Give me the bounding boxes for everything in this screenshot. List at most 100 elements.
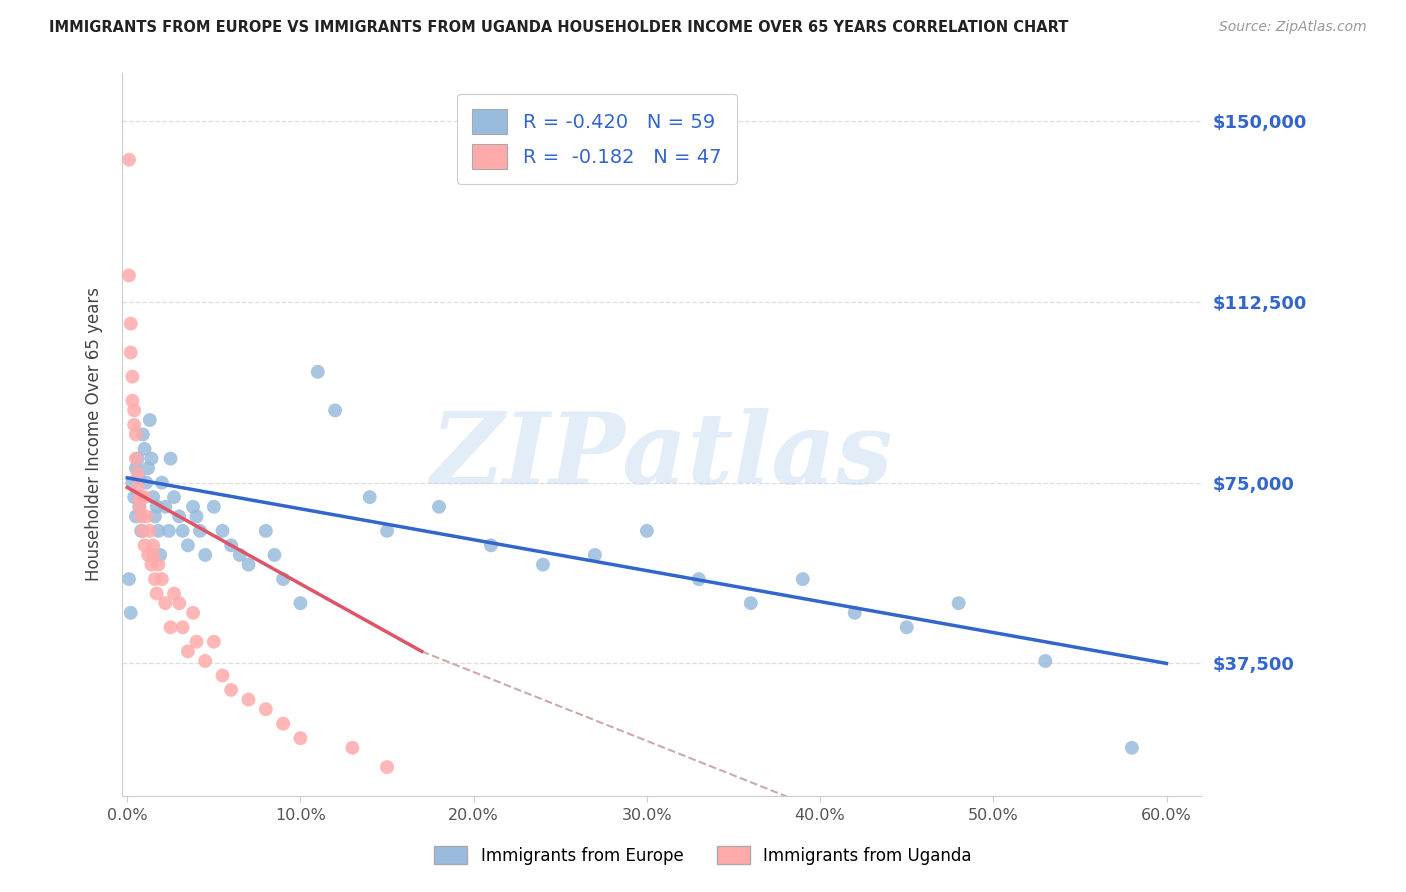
Point: [307, 365, 329, 379]
Point: [159, 451, 181, 466]
Point: [134, 490, 156, 504]
Point: [128, 500, 150, 514]
Point: [155, 500, 177, 514]
Point: [134, 538, 156, 552]
Point: [121, 393, 143, 408]
Point: [127, 466, 149, 480]
Text: Source: ZipAtlas.com: Source: ZipAtlas.com: [1219, 20, 1367, 34]
Point: [583, 548, 606, 562]
Point: [139, 413, 162, 427]
Point: [122, 403, 145, 417]
Point: [118, 268, 141, 283]
Point: [359, 490, 381, 504]
Point: [375, 524, 398, 538]
Point: [143, 572, 166, 586]
Point: [531, 558, 554, 572]
Point: [120, 345, 142, 359]
Point: [844, 606, 866, 620]
Point: [202, 500, 225, 514]
Point: [121, 475, 143, 490]
Point: [211, 668, 233, 682]
Point: [167, 509, 190, 524]
Point: [122, 417, 145, 432]
Point: [142, 548, 165, 562]
Point: [177, 538, 200, 552]
Point: [163, 586, 186, 600]
Point: [202, 634, 225, 648]
Text: ZIPatlas: ZIPatlas: [430, 408, 893, 504]
Point: [342, 740, 364, 755]
Point: [118, 572, 141, 586]
Point: [229, 548, 252, 562]
Point: [127, 481, 149, 495]
Point: [740, 596, 762, 610]
Point: [194, 548, 217, 562]
Text: IMMIGRANTS FROM EUROPE VS IMMIGRANTS FROM UGANDA HOUSEHOLDER INCOME OVER 65 YEAR: IMMIGRANTS FROM EUROPE VS IMMIGRANTS FRO…: [49, 20, 1069, 35]
Legend: R = -0.420   N = 59, R =  -0.182   N = 47: R = -0.420 N = 59, R = -0.182 N = 47: [457, 94, 737, 185]
Point: [128, 471, 150, 485]
Point: [155, 596, 177, 610]
Point: [167, 596, 190, 610]
Point: [143, 509, 166, 524]
Point: [896, 620, 918, 634]
Point: [141, 558, 163, 572]
Point: [136, 461, 159, 475]
Point: [479, 538, 502, 552]
Point: [186, 509, 208, 524]
Point: [150, 572, 173, 586]
Point: [125, 451, 148, 466]
Point: [163, 490, 186, 504]
Point: [159, 620, 181, 634]
Point: [142, 538, 165, 552]
Point: [136, 548, 159, 562]
Point: [134, 442, 156, 456]
Point: [1033, 654, 1056, 668]
Point: [128, 490, 150, 504]
Point: [238, 692, 260, 706]
Point: [194, 654, 217, 668]
Point: [149, 548, 172, 562]
Point: [172, 620, 194, 634]
Point: [122, 490, 145, 504]
Point: [129, 490, 152, 504]
Point: [271, 572, 294, 586]
Point: [1121, 740, 1143, 755]
Point: [177, 644, 200, 658]
Point: [157, 524, 180, 538]
Point: [427, 500, 450, 514]
Point: [148, 524, 170, 538]
Point: [290, 731, 312, 746]
Point: [172, 524, 194, 538]
Point: [135, 509, 157, 524]
Point: [145, 586, 167, 600]
Point: [254, 524, 277, 538]
Point: [125, 461, 148, 475]
Point: [238, 558, 260, 572]
Point: [323, 403, 346, 417]
Point: [135, 475, 157, 490]
Point: [142, 490, 165, 504]
Legend: Immigrants from Europe, Immigrants from Uganda: Immigrants from Europe, Immigrants from …: [426, 838, 980, 873]
Point: [120, 606, 142, 620]
Point: [150, 475, 173, 490]
Point: [636, 524, 658, 538]
Point: [125, 427, 148, 442]
Point: [263, 548, 285, 562]
Point: [792, 572, 814, 586]
Point: [129, 509, 152, 524]
Point: [688, 572, 710, 586]
Point: [148, 558, 170, 572]
Point: [121, 369, 143, 384]
Point: [132, 427, 155, 442]
Point: [271, 716, 294, 731]
Point: [219, 682, 242, 697]
Point: [290, 596, 312, 610]
Point: [188, 524, 211, 538]
Point: [375, 760, 398, 774]
Point: [181, 500, 204, 514]
Point: [145, 500, 167, 514]
Point: [181, 606, 204, 620]
Point: [139, 524, 162, 538]
Point: [132, 524, 155, 538]
Point: [120, 317, 142, 331]
